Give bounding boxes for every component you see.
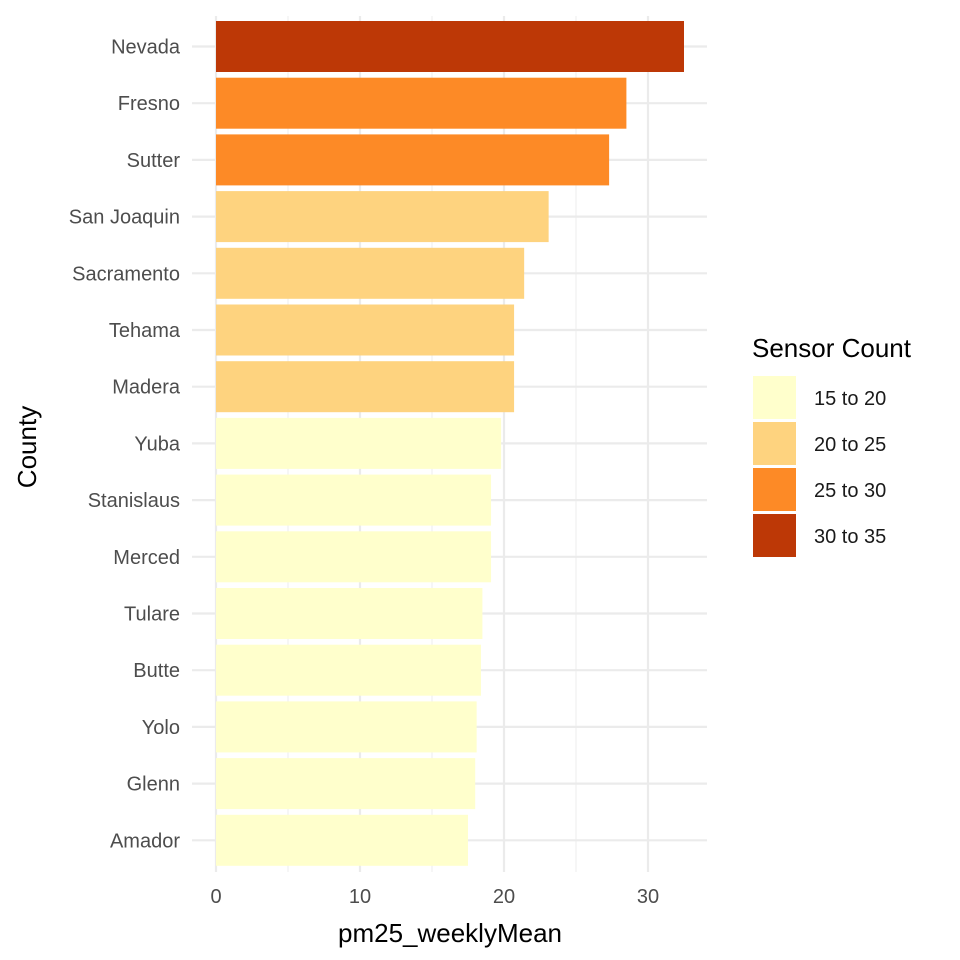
bar <box>216 77 627 129</box>
legend-label: 30 to 35 <box>814 526 886 548</box>
y-tick-label: Madera <box>112 377 181 399</box>
y-tick-label: Glenn <box>127 774 180 796</box>
y-tick-label: Tehama <box>109 320 181 342</box>
legend-title: Sensor Count <box>752 333 912 363</box>
y-tick-label: Merced <box>113 547 180 569</box>
bar <box>216 361 515 413</box>
legend-label: 15 to 20 <box>814 388 886 410</box>
legend-key <box>753 376 796 419</box>
y-tick-label: Stanislaus <box>88 490 180 512</box>
y-tick-label: Yuba <box>134 433 180 455</box>
y-tick-label: Fresno <box>118 93 180 115</box>
bar <box>216 474 492 526</box>
y-axis-tick-labels: Nevada Fresno Sutter San Joaquin Sacramento T… <box>69 37 181 853</box>
bar <box>216 531 492 583</box>
x-tick-label: 10 <box>349 886 371 908</box>
bar <box>216 304 515 356</box>
bar <box>216 814 468 866</box>
bar <box>216 191 549 243</box>
bar <box>216 758 476 810</box>
x-axis-tick-labels: 0 10 20 30 <box>210 886 659 908</box>
x-tick-label: 0 <box>210 886 221 908</box>
legend: Sensor Count 15 to 20 20 to 25 25 to 30 30 … <box>752 333 912 557</box>
legend-label: 20 to 25 <box>814 434 886 456</box>
y-tick-label: Yolo <box>142 717 180 739</box>
y-tick-label: Sacramento <box>72 263 180 285</box>
bar <box>216 701 477 753</box>
legend-key <box>753 514 796 557</box>
legend-key <box>753 422 796 465</box>
y-tick-label: Sutter <box>127 150 181 172</box>
bar <box>216 134 610 186</box>
bar <box>216 417 502 469</box>
y-tick-label: Tulare <box>124 604 180 626</box>
y-tick-label: Butte <box>133 660 180 682</box>
bar <box>216 21 684 72</box>
legend-key <box>753 468 796 511</box>
bars <box>216 21 684 866</box>
y-tick-label: San Joaquin <box>69 207 180 229</box>
x-tick-label: 20 <box>493 886 515 908</box>
y-tick-label: Amador <box>110 830 180 852</box>
x-axis-title: pm25_weeklyMean <box>338 918 562 948</box>
y-tick-label: Nevada <box>111 37 181 59</box>
y-axis-title: County <box>12 406 42 488</box>
legend-label: 25 to 30 <box>814 480 886 502</box>
legend-items: 15 to 20 20 to 25 25 to 30 30 to 35 <box>753 376 886 557</box>
bar <box>216 588 483 639</box>
bar <box>216 247 525 299</box>
bar <box>216 644 481 696</box>
x-tick-label: 30 <box>637 886 659 908</box>
